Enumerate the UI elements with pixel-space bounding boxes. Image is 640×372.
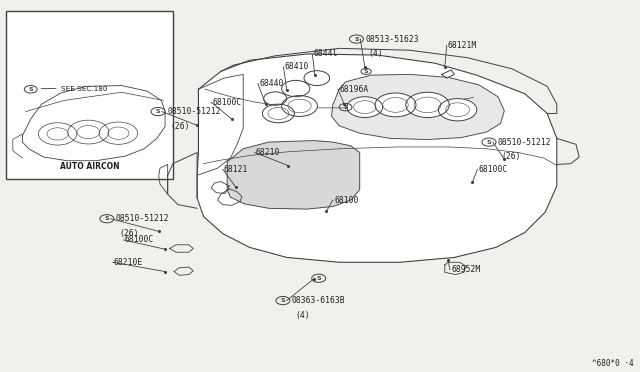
Text: S: S bbox=[280, 298, 285, 303]
Text: S: S bbox=[156, 109, 161, 114]
Text: 68440: 68440 bbox=[259, 79, 284, 88]
Text: 08510-51212: 08510-51212 bbox=[498, 138, 552, 147]
Text: ^680*0 ·4: ^680*0 ·4 bbox=[592, 359, 634, 368]
Text: 68100C: 68100C bbox=[125, 235, 154, 244]
Polygon shape bbox=[197, 54, 557, 262]
Text: S: S bbox=[364, 69, 369, 74]
Text: (26): (26) bbox=[501, 153, 520, 161]
Text: (4): (4) bbox=[369, 49, 383, 58]
Text: 68100C: 68100C bbox=[212, 98, 242, 107]
Text: 68196A: 68196A bbox=[339, 85, 369, 94]
Text: (26): (26) bbox=[170, 122, 189, 131]
Circle shape bbox=[304, 71, 330, 86]
Text: AUTO AIRCON: AUTO AIRCON bbox=[60, 162, 120, 171]
Text: 68210E: 68210E bbox=[114, 258, 143, 267]
Circle shape bbox=[347, 97, 383, 118]
Text: 08510-51212: 08510-51212 bbox=[116, 214, 170, 223]
Text: SEE SEC.180: SEE SEC.180 bbox=[61, 86, 108, 92]
Circle shape bbox=[375, 93, 416, 117]
Text: 68100: 68100 bbox=[334, 196, 358, 205]
Text: (26): (26) bbox=[119, 229, 138, 238]
Text: 68210: 68210 bbox=[256, 148, 280, 157]
Text: S: S bbox=[486, 140, 492, 145]
Text: 08363-6163B: 08363-6163B bbox=[292, 296, 346, 305]
Text: 6844l: 6844l bbox=[314, 49, 338, 58]
Circle shape bbox=[406, 92, 449, 118]
Text: 68121: 68121 bbox=[224, 165, 248, 174]
Text: 68100C: 68100C bbox=[479, 165, 508, 174]
Bar bbox=[6, 11, 173, 179]
Text: S: S bbox=[316, 276, 321, 281]
Polygon shape bbox=[332, 74, 504, 140]
Text: S: S bbox=[28, 87, 33, 92]
Text: S: S bbox=[354, 36, 359, 42]
Polygon shape bbox=[227, 141, 360, 209]
Circle shape bbox=[438, 99, 477, 121]
Circle shape bbox=[264, 92, 287, 105]
Text: S: S bbox=[343, 105, 348, 110]
Text: (4): (4) bbox=[295, 311, 310, 320]
Circle shape bbox=[282, 96, 317, 116]
Text: 68952M: 68952M bbox=[451, 265, 481, 274]
Text: 08513-51623: 08513-51623 bbox=[365, 35, 419, 44]
Text: 68121M: 68121M bbox=[448, 41, 477, 50]
Polygon shape bbox=[22, 86, 165, 161]
Text: S: S bbox=[104, 216, 109, 221]
Circle shape bbox=[282, 80, 310, 97]
Text: 68410: 68410 bbox=[285, 62, 309, 71]
Text: 08510-51212: 08510-51212 bbox=[167, 107, 221, 116]
Circle shape bbox=[262, 104, 294, 123]
